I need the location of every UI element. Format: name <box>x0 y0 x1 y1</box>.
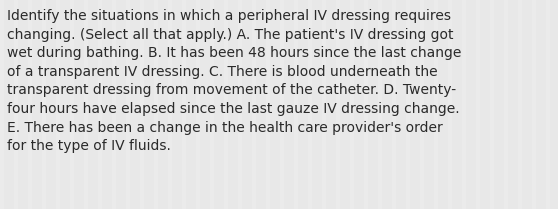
Bar <box>14 0 17 209</box>
Bar <box>56 0 60 209</box>
Bar <box>252 0 256 209</box>
Bar <box>336 0 339 209</box>
Bar <box>42 0 46 209</box>
Bar <box>518 0 522 209</box>
Bar <box>112 0 116 209</box>
Bar <box>70 0 74 209</box>
Bar <box>448 0 451 209</box>
Bar <box>546 0 550 209</box>
Bar <box>490 0 493 209</box>
Text: Identify the situations in which a peripheral IV dressing requires
changing. (Se: Identify the situations in which a perip… <box>7 9 461 153</box>
Bar <box>0 0 3 209</box>
Bar <box>126 0 129 209</box>
Bar <box>350 0 354 209</box>
Bar <box>322 0 325 209</box>
Bar <box>406 0 410 209</box>
Bar <box>168 0 171 209</box>
Bar <box>476 0 479 209</box>
Bar <box>140 0 143 209</box>
Bar <box>238 0 242 209</box>
Bar <box>154 0 157 209</box>
Bar <box>196 0 200 209</box>
Bar <box>420 0 424 209</box>
Bar <box>182 0 185 209</box>
Bar <box>280 0 283 209</box>
Bar <box>308 0 311 209</box>
Bar <box>462 0 465 209</box>
Bar <box>210 0 214 209</box>
Bar <box>98 0 102 209</box>
Bar <box>224 0 228 209</box>
Bar <box>378 0 382 209</box>
Bar <box>364 0 368 209</box>
Bar <box>434 0 437 209</box>
Bar <box>28 0 31 209</box>
Bar <box>532 0 536 209</box>
Bar <box>504 0 507 209</box>
Bar <box>266 0 270 209</box>
Bar <box>294 0 297 209</box>
Bar <box>84 0 88 209</box>
Bar <box>392 0 396 209</box>
